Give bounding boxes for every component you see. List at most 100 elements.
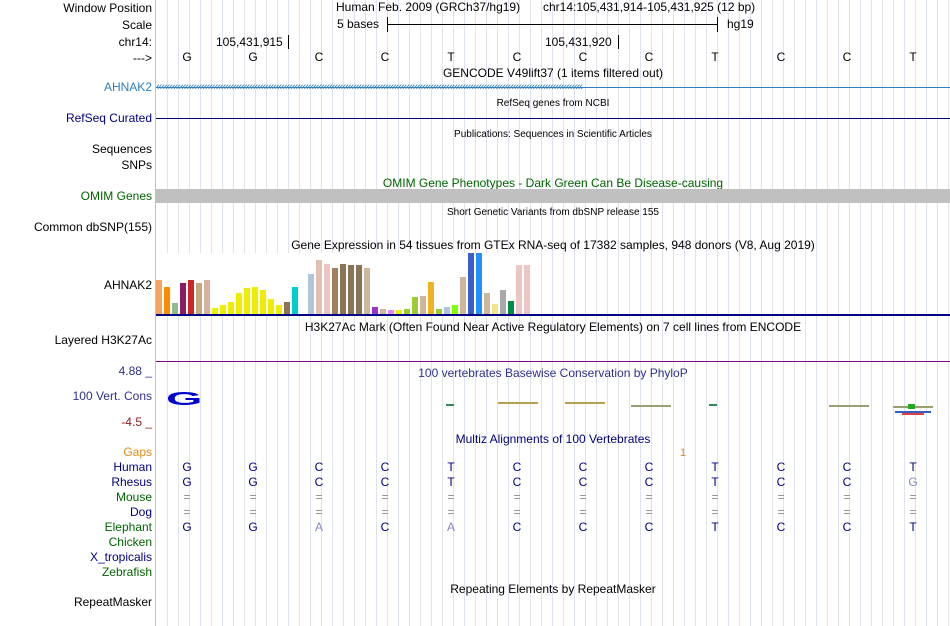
gtex-tissue-bar[interactable] bbox=[420, 296, 426, 314]
grid-line bbox=[629, 0, 630, 626]
gtex-tissue-bar[interactable] bbox=[236, 293, 242, 314]
repeatmasker-track-label[interactable]: RepeatMasker bbox=[73, 595, 152, 609]
gtex-tissue-bar[interactable] bbox=[164, 287, 170, 314]
gtex-tissue-bar[interactable] bbox=[252, 287, 258, 314]
gtex-tissue-bar[interactable] bbox=[292, 287, 298, 314]
alignment-base: = bbox=[183, 490, 191, 504]
alignment-base: T bbox=[909, 460, 917, 474]
species-label-chicken[interactable]: Chicken bbox=[108, 535, 152, 549]
alignment-base: C bbox=[842, 520, 852, 534]
species-label-mouse[interactable]: Mouse bbox=[115, 490, 152, 504]
grid-line bbox=[684, 0, 685, 626]
gtex-tissue-bar[interactable] bbox=[324, 264, 330, 314]
gencode-gene-feature[interactable] bbox=[156, 87, 950, 88]
species-label-x-tropicalis[interactable]: X_tropicalis bbox=[89, 550, 152, 564]
gtex-tissue-bar[interactable] bbox=[356, 265, 362, 314]
species-label-rhesus[interactable]: Rhesus bbox=[111, 475, 152, 489]
gtex-tissue-bar[interactable] bbox=[244, 288, 250, 314]
gtex-tissue-bar[interactable] bbox=[172, 303, 178, 314]
alignment-base: = bbox=[909, 490, 917, 504]
alignment-base: = bbox=[711, 505, 719, 519]
species-label-zebrafish[interactable]: Zebrafish bbox=[101, 565, 152, 579]
gtex-tissue-bar[interactable] bbox=[276, 305, 282, 314]
chrom-label: chr14: bbox=[118, 35, 152, 49]
species-label-elephant[interactable]: Elephant bbox=[104, 520, 152, 534]
gtex-tissue-bar[interactable] bbox=[500, 290, 506, 314]
gtex-tissue-bar[interactable] bbox=[372, 307, 378, 314]
species-label-dog[interactable]: Dog bbox=[129, 505, 152, 519]
gtex-tissue-bar[interactable] bbox=[428, 282, 434, 314]
alignment-base: T bbox=[711, 520, 719, 534]
gtex-tissue-bar[interactable] bbox=[492, 304, 498, 314]
gtex-tissue-bar[interactable] bbox=[156, 280, 162, 314]
gtex-track-label[interactable]: AHNAK2 bbox=[103, 278, 152, 292]
gtex-tissue-bar[interactable] bbox=[508, 301, 514, 314]
snps-track-label[interactable]: SNPs bbox=[121, 158, 152, 172]
gtex-tissue-bar[interactable] bbox=[268, 299, 274, 314]
gtex-tissue-bar[interactable] bbox=[316, 260, 322, 314]
gtex-tissue-bar[interactable] bbox=[300, 308, 306, 314]
h3k27ac-track-label[interactable]: Layered H3K27Ac bbox=[54, 333, 152, 347]
gtex-tissue-bar[interactable] bbox=[396, 310, 402, 314]
reference-base: T bbox=[447, 50, 455, 64]
alignment-base: = bbox=[381, 505, 389, 519]
gtex-tissue-bar[interactable] bbox=[196, 283, 202, 314]
gtex-tissue-bar[interactable] bbox=[412, 297, 418, 314]
gtex-tissue-bar[interactable] bbox=[212, 308, 218, 314]
grid-line bbox=[827, 0, 828, 626]
gtex-tissue-bar[interactable] bbox=[308, 274, 314, 314]
gtex-tissue-bar[interactable] bbox=[364, 268, 370, 314]
cons-track-label[interactable]: 100 Vert. Cons bbox=[72, 389, 152, 403]
gtex-tissue-bar[interactable] bbox=[180, 283, 186, 314]
gtex-tissue-bar[interactable] bbox=[468, 253, 474, 314]
gtex-tissue-bar[interactable] bbox=[260, 290, 266, 314]
assembly-title: Human Feb. 2009 (GRCh37/hg19) bbox=[336, 0, 521, 14]
gtex-tissue-bar[interactable] bbox=[404, 309, 410, 314]
gtex-tissue-bar[interactable] bbox=[436, 309, 442, 314]
gtex-tissue-bar[interactable] bbox=[340, 264, 346, 314]
gtex-tissue-bar[interactable] bbox=[188, 280, 194, 314]
grid-line bbox=[673, 0, 674, 626]
gtex-tissue-bar[interactable] bbox=[516, 265, 522, 314]
gtex-tissue-bar[interactable] bbox=[452, 305, 458, 314]
species-label-human[interactable]: Human bbox=[113, 460, 152, 474]
grid-line bbox=[937, 0, 938, 626]
gtex-tissue-bar[interactable] bbox=[484, 293, 490, 314]
gencode-track-label[interactable]: AHNAK2 bbox=[103, 80, 152, 94]
refseq-track-label[interactable]: RefSeq Curated bbox=[65, 111, 152, 125]
grid-line bbox=[750, 0, 751, 626]
h3k27ac-track-title: H3K27Ac Mark (Often Found Near Active Re… bbox=[304, 320, 802, 334]
gtex-tissue-bar[interactable] bbox=[228, 302, 234, 314]
grid-line bbox=[728, 0, 729, 626]
gtex-tissue-bar[interactable] bbox=[220, 305, 226, 314]
alignment-base: G bbox=[248, 520, 258, 534]
alignment-base: = bbox=[777, 490, 785, 504]
gaps-track-label[interactable]: Gaps bbox=[123, 445, 152, 459]
omim-gene-feature[interactable] bbox=[156, 189, 950, 203]
gtex-tissue-bar[interactable] bbox=[460, 277, 466, 314]
gtex-bar-chart[interactable] bbox=[156, 253, 536, 314]
gtex-tissue-bar[interactable] bbox=[380, 309, 386, 314]
gtex-tissue-bar[interactable] bbox=[284, 302, 290, 314]
alignment-base: = bbox=[843, 505, 851, 519]
grid-line bbox=[926, 0, 927, 626]
alignment-base: = bbox=[579, 490, 587, 504]
refseq-gene-feature[interactable] bbox=[156, 118, 950, 119]
omim-track-label[interactable]: OMIM Genes bbox=[80, 189, 152, 203]
alignment-base: = bbox=[183, 505, 191, 519]
gtex-tissue-bar[interactable] bbox=[348, 265, 354, 314]
grid-line bbox=[893, 0, 894, 626]
gtex-tissue-bar[interactable] bbox=[388, 310, 394, 314]
gtex-tissue-bar[interactable] bbox=[524, 265, 530, 314]
gtex-tissue-bar[interactable] bbox=[476, 253, 482, 314]
gtex-tissue-bar[interactable] bbox=[332, 268, 338, 314]
dbsnp-track-label[interactable]: Common dbSNP(155) bbox=[33, 220, 152, 234]
alignment-base: C bbox=[512, 520, 522, 534]
reference-base: T bbox=[711, 50, 719, 64]
gtex-tissue-bar[interactable] bbox=[444, 307, 450, 314]
sequences-track-label[interactable]: Sequences bbox=[91, 142, 152, 156]
strand-arrow-label[interactable]: ---> bbox=[133, 51, 152, 65]
gtex-tissue-bar[interactable] bbox=[204, 280, 210, 314]
cons-max-label: 4.88 _ bbox=[118, 364, 152, 378]
alignment-base: A bbox=[446, 520, 455, 534]
